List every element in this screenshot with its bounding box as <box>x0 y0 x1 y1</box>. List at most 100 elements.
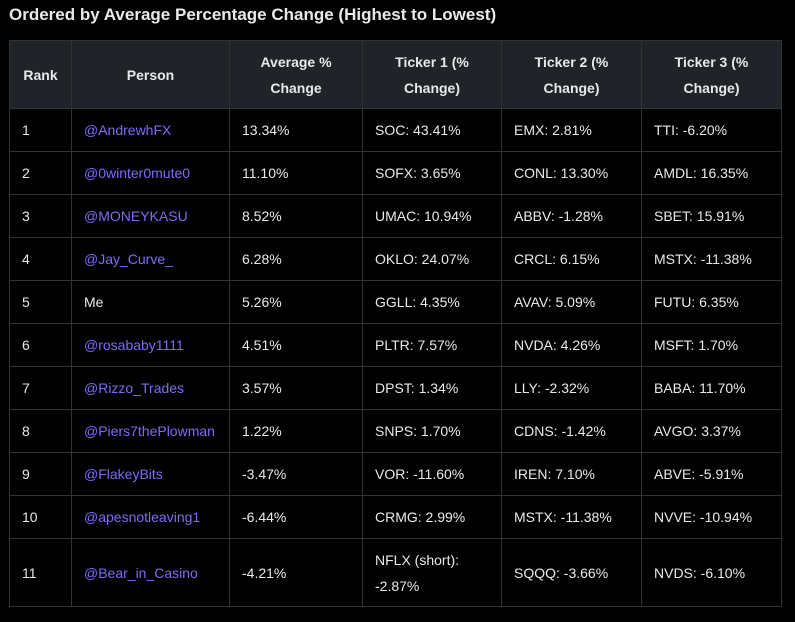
cell-rank: 11 <box>22 564 37 581</box>
cell-rank: 4 <box>22 251 30 267</box>
cell-ticker-1-container: DPST: 1.34% <box>362 366 502 410</box>
cell-rank-container: 1 <box>9 108 72 152</box>
cell-ticker-3-container: NVVE: -10.94% <box>641 495 782 539</box>
cell-average-change-container: 6.28% <box>229 237 363 281</box>
cell-rank: 8 <box>22 423 30 439</box>
cell-ticker-3: AMDL: 16.35% <box>654 165 749 181</box>
cell-ticker-2: ABBV: -1.28% <box>514 208 603 224</box>
column-header-ticker-2: Ticker 2 (% Change) <box>501 40 642 109</box>
table-row: 4 @Jay_Curve_ 6.28% OKLO: 24.07% CRCL: 6.15%… <box>9 237 782 281</box>
cell-ticker-2: CDNS: -1.42% <box>514 423 606 439</box>
cell-average-change-container: 1.22% <box>229 409 363 453</box>
table-row: 8 @Piers7thePlowman 1.22% SNPS: 1.70% CDNS: … <box>9 409 782 453</box>
cell-person-container: Me <box>71 280 230 324</box>
person-link[interactable]: @rosababy1111 <box>84 337 184 353</box>
person-link-container: @MONEYKASU <box>71 194 230 238</box>
cell-ticker-3-container: AMDL: 16.35% <box>641 151 782 195</box>
cell-ticker-2: CONL: 13.30% <box>514 165 609 181</box>
cell-ticker-3-container: MSFT: 1.70% <box>641 323 782 367</box>
cell-average-change-container: 11.10% <box>229 151 363 195</box>
cell-ticker-2-container: CONL: 13.30% <box>501 151 642 195</box>
cell-rank-container: 5 <box>9 280 72 324</box>
cell-ticker-3: MSFT: 1.70% <box>654 337 739 353</box>
cell-ticker-2-container: EMX: 2.81% <box>501 108 642 152</box>
person-link[interactable]: @Piers7thePlowman <box>84 423 215 439</box>
cell-ticker-1: UMAC: 10.94% <box>375 208 472 224</box>
person-link[interactable]: @Rizzo_Trades <box>84 380 185 396</box>
person-link[interactable]: @Jay_Curve_ <box>84 251 173 267</box>
cell-average-change-container: 13.34% <box>229 108 363 152</box>
cell-ticker-2-container: NVDA: 4.26% <box>501 323 642 367</box>
table-row: 7 @Rizzo_Trades 3.57% DPST: 1.34% LLY: -2.32… <box>9 366 782 410</box>
cell-ticker-1: VOR: -11.60% <box>375 466 465 482</box>
cell-ticker-3-container: SBET: 15.91% <box>641 194 782 238</box>
cell-ticker-3: BABA: 11.70% <box>654 380 746 396</box>
column-header-ticker-1: Ticker 1 (% Change) <box>362 40 502 109</box>
cell-ticker-3-container: TTI: -6.20% <box>641 108 782 152</box>
person-link-container: @Bear_in_Casino <box>71 538 230 607</box>
cell-person: Me <box>84 294 104 310</box>
cell-ticker-3: AVGO: 3.37% <box>654 423 741 439</box>
cell-average-change-container: 5.26% <box>229 280 363 324</box>
cell-ticker-1-container: VOR: -11.60% <box>362 452 502 496</box>
cell-ticker-3: NVVE: -10.94% <box>654 509 753 525</box>
cell-rank-container: 10 <box>9 495 72 539</box>
cell-ticker-1: PLTR: 7.57% <box>375 337 458 353</box>
cell-ticker-2-container: AVAV: 5.09% <box>501 280 642 324</box>
cell-rank-container: 11 <box>9 538 72 607</box>
person-link-container: @0winter0mute0 <box>71 151 230 195</box>
cell-ticker-2: AVAV: 5.09% <box>514 294 596 310</box>
cell-ticker-2: SQQQ: -3.66% <box>514 564 609 581</box>
ranking-table: Rank Person Average % Change Ticker 1 (%… <box>9 40 782 607</box>
person-link[interactable]: @MONEYKASU <box>84 208 188 224</box>
table-row: 5 Me 5.26% GGLL: 4.35% AVAV: 5.09% FUTU: 6.35… <box>9 280 782 324</box>
cell-rank-container: 4 <box>9 237 72 281</box>
cell-average-change-container: -3.47% <box>229 452 363 496</box>
cell-ticker-2: MSTX: -11.38% <box>514 509 612 525</box>
cell-average-change: 6.28% <box>242 251 282 267</box>
cell-ticker-2-container: CRCL: 6.15% <box>501 237 642 281</box>
table-row: 10 @apesnotleaving1 -6.44% CRMG: 2.99% MSTX:… <box>9 495 782 539</box>
person-link-container: @FlakeyBits <box>71 452 230 496</box>
cell-rank: 9 <box>22 466 30 482</box>
cell-rank-container: 2 <box>9 151 72 195</box>
cell-rank-container: 6 <box>9 323 72 367</box>
cell-average-change-container: 4.51% <box>229 323 363 367</box>
cell-rank: 5 <box>22 294 30 310</box>
table-body: 1 @AndrewhFX 13.34% SOC: 43.41% EMX: 2.81% TT… <box>9 108 782 607</box>
cell-ticker-3: SBET: 15.91% <box>654 208 745 224</box>
cell-average-change: -6.44% <box>242 509 287 525</box>
person-link[interactable]: @0winter0mute0 <box>84 165 191 181</box>
person-link[interactable]: @AndrewhFX <box>84 122 172 138</box>
cell-rank: 1 <box>22 122 30 138</box>
cell-ticker-2: LLY: -2.32% <box>514 380 590 396</box>
cell-ticker-2-container: SQQQ: -3.66% <box>501 538 642 607</box>
person-link[interactable]: @FlakeyBits <box>84 466 163 482</box>
cell-average-change: 11.10% <box>242 165 289 181</box>
person-link-container: @Jay_Curve_ <box>71 237 230 281</box>
cell-ticker-1: DPST: 1.34% <box>375 380 459 396</box>
cell-ticker-1: GGLL: 4.35% <box>375 294 460 310</box>
cell-average-change: 1.22% <box>242 423 282 439</box>
cell-ticker-3: NVDS: -6.10% <box>654 564 746 581</box>
cell-ticker-1: SOFX: 3.65% <box>375 165 461 181</box>
table-header-row: Rank Person Average % Change Ticker 1 (%… <box>9 40 782 109</box>
cell-rank: 3 <box>22 208 30 224</box>
cell-ticker-1-container: GGLL: 4.35% <box>362 280 502 324</box>
cell-average-change: 13.34% <box>242 122 290 138</box>
person-link[interactable]: @apesnotleaving1 <box>84 509 201 525</box>
cell-ticker-2-container: MSTX: -11.38% <box>501 495 642 539</box>
cell-ticker-2-container: IREN: 7.10% <box>501 452 642 496</box>
cell-average-change-container: 3.57% <box>229 366 363 410</box>
table-row: 11 @Bear_in_Casino -4.21% NFLX (short): -2.… <box>9 538 782 607</box>
cell-ticker-3: ABVE: -5.91% <box>654 466 744 482</box>
cell-average-change: 3.57% <box>242 380 282 396</box>
person-link[interactable]: @Bear_in_Casino <box>84 564 198 581</box>
cell-ticker-3-container: ABVE: -5.91% <box>641 452 782 496</box>
cell-ticker-1: SOC: 43.41% <box>375 122 461 138</box>
cell-ticker-1-container: CRMG: 2.99% <box>362 495 502 539</box>
table-row: 6 @rosababy1111 4.51% PLTR: 7.57% NVDA: 4.26… <box>9 323 782 367</box>
cell-ticker-1: OKLO: 24.07% <box>375 251 470 267</box>
cell-ticker-3-container: MSTX: -11.38% <box>641 237 782 281</box>
cell-rank-container: 8 <box>9 409 72 453</box>
